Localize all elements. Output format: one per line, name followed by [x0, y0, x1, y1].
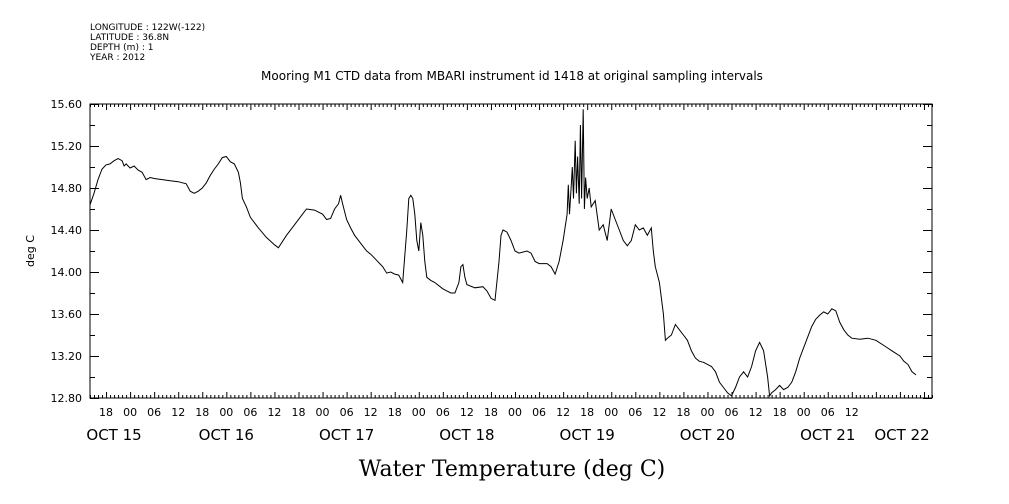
y-tick-label: 14.80: [51, 182, 83, 195]
x-hour-label: 06: [243, 406, 257, 419]
x-hour-label: 12: [171, 406, 185, 419]
y-tick-label: 14.00: [51, 266, 83, 279]
x-hour-label: 18: [773, 406, 787, 419]
x-hour-label: 18: [195, 406, 209, 419]
x-axis-label: Water Temperature (deg C): [359, 457, 666, 482]
x-day-label: OCT 21: [800, 426, 855, 444]
x-day-label: OCT 20: [680, 426, 735, 444]
y-tick-label: 12.80: [51, 392, 83, 405]
x-hour-label: 00: [797, 406, 811, 419]
x-day-label: OCT 16: [199, 426, 254, 444]
depth-label: DEPTH (m) : 1: [90, 43, 153, 53]
x-hour-label: 06: [340, 406, 354, 419]
year-label: YEAR : 2012: [89, 53, 145, 63]
y-axis-label: deg C: [24, 235, 37, 267]
longitude-label: LONGITUDE : 122W(-122): [90, 23, 205, 33]
x-hour-label: 12: [845, 406, 859, 419]
x-hour-label: 00: [219, 406, 233, 419]
x-day-label: OCT 17: [319, 426, 374, 444]
x-hour-label: 12: [556, 406, 570, 419]
x-day-label: OCT 22: [874, 426, 929, 444]
x-hour-label: 12: [267, 406, 281, 419]
y-tick-label: 13.60: [51, 308, 83, 321]
y-tick-label: 15.60: [51, 98, 83, 111]
x-hour-label: 06: [821, 406, 835, 419]
y-tick-label: 14.40: [51, 224, 83, 237]
latitude-label: LATITUDE : 36.8N: [90, 33, 169, 43]
x-hour-label: 18: [291, 406, 305, 419]
plot-frame: [89, 103, 933, 399]
x-hour-label: 06: [436, 406, 450, 419]
x-hour-label: 18: [388, 406, 402, 419]
x-hour-label: 12: [460, 406, 474, 419]
temperature-series-line: [89, 109, 917, 398]
x-day-label: OCT 19: [560, 426, 615, 444]
x-hour-label: 00: [700, 406, 714, 419]
x-hour-label: 06: [532, 406, 546, 419]
x-hour-label: 12: [652, 406, 666, 419]
y-tick-labels: 15.60 15.20 14.80 14.40 14.00 13.60 13.20 12.80: [51, 98, 83, 405]
x-hour-label: 00: [508, 406, 522, 419]
axis-ticks: [90, 104, 933, 399]
y-tick-label: 13.20: [51, 350, 83, 363]
x-hour-label: 00: [123, 406, 137, 419]
x-tick-labels: 18 00 06 12 18 00 06 12 18 00 06 12 18 00 06 12 18 00 06 12…: [86, 406, 929, 444]
x-day-label: OCT 15: [86, 426, 141, 444]
x-hour-label: 06: [147, 406, 161, 419]
x-hour-label: 12: [749, 406, 763, 419]
x-hour-label: 06: [725, 406, 739, 419]
x-day-label: OCT 18: [439, 426, 494, 444]
x-hour-label: 00: [316, 406, 330, 419]
x-hour-label: 18: [580, 406, 594, 419]
x-hour-label: 00: [604, 406, 618, 419]
x-hour-label: 06: [628, 406, 642, 419]
x-hour-label: 18: [484, 406, 498, 419]
x-hour-label: 00: [412, 406, 426, 419]
x-hour-label: 18: [676, 406, 690, 419]
y-tick-label: 15.20: [51, 140, 83, 153]
x-hour-label: 18: [99, 406, 113, 419]
x-hour-label: 12: [364, 406, 378, 419]
chart-title: Mooring M1 CTD data from MBARI instrumen…: [261, 69, 763, 83]
